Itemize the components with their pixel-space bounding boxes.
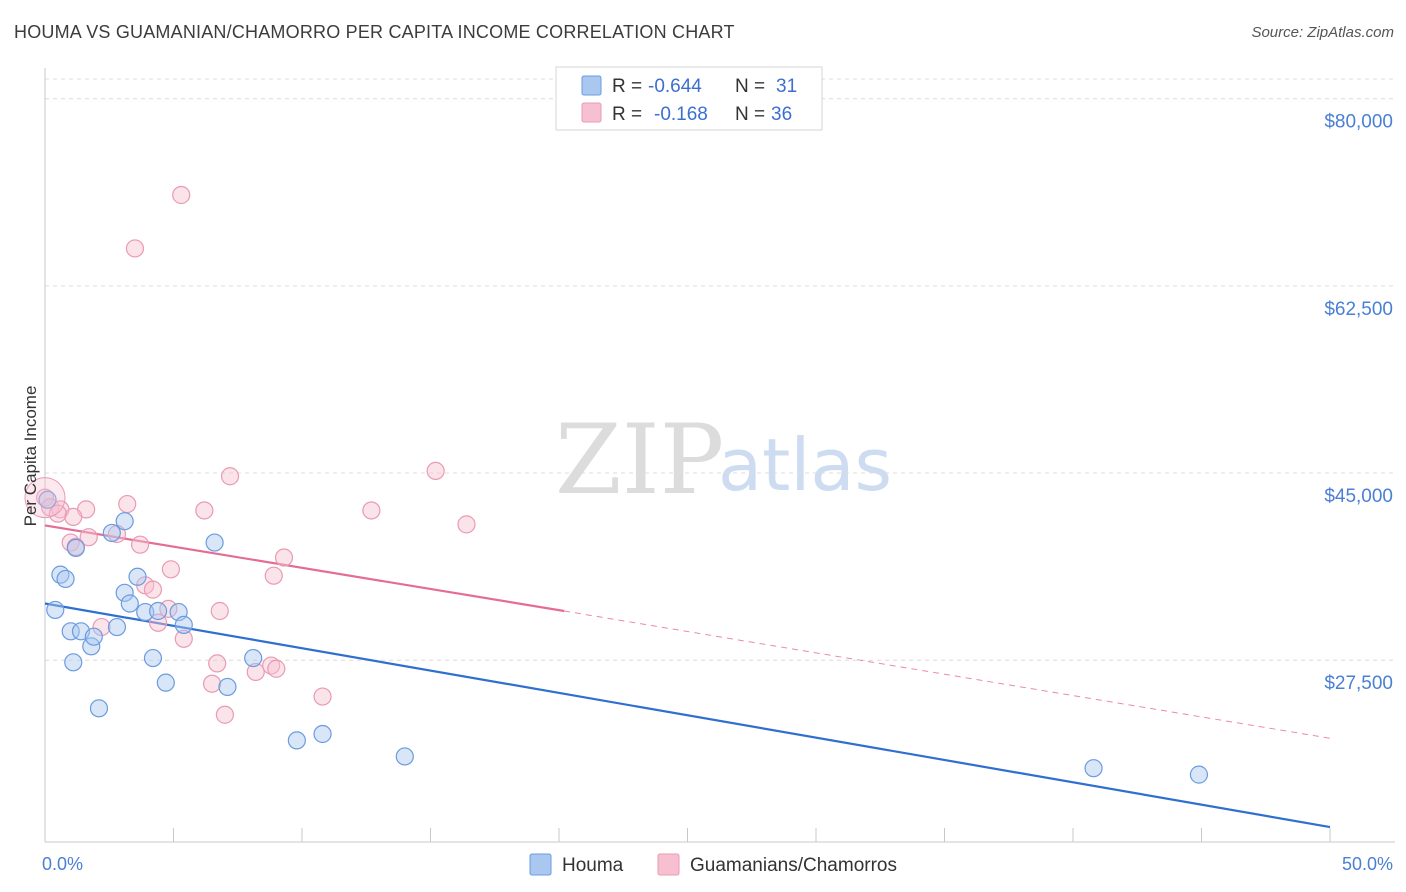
data-point-houma [1189,765,1209,784]
watermark-zip: ZIP [555,404,724,516]
data-point-guamanians [264,566,283,585]
series-legend-label-houma: Houma [562,855,624,876]
data-point-houma [205,533,224,552]
data-point-houma [395,747,414,766]
data-points [24,185,1209,784]
legend-n-value: 31 [776,76,797,97]
legend-swatch-guamanians [581,102,602,123]
data-point-houma [61,622,80,641]
x-tick-label: 50.0% [1342,854,1393,874]
stats-legend: R = -0.644 N = 31 R = -0.168 N = 36 [555,66,823,131]
series-legend: Houma Guamanians/Chamorros [529,853,897,876]
data-point-guamanians [143,580,163,599]
data-point-guamanians [79,528,98,547]
axes [44,68,1395,843]
data-point-guamanians [130,535,150,554]
data-point-guamanians [362,501,381,520]
data-point-guamanians [262,656,281,675]
legend-r-label: R = [612,76,642,97]
data-point-houma [128,567,147,586]
x-tick-labels: 0.0% 50.0% [42,854,1393,874]
x-tick-label: 0.0% [42,854,83,874]
data-point-guamanians [161,560,181,579]
data-point-houma [148,601,168,621]
legend-r-value: -0.168 [654,104,708,125]
trend-line-guamanians-extrapolated [564,610,1331,739]
data-point-houma [115,583,134,602]
watermark: ZIP atlas [555,404,892,516]
data-point-houma [287,731,306,750]
series-legend-swatch-houma [529,853,552,876]
y-tick-label: $80,000 [1324,112,1393,133]
data-point-houma [84,627,103,646]
data-point-houma [174,615,193,635]
trend-lines [44,524,1331,829]
data-point-guamanians [172,185,191,205]
chart-title: HOUMA VS GUAMANIAN/CHAMORRO PER CAPITA I… [14,22,735,42]
data-point-guamanians [174,629,193,648]
data-point-houma [38,490,57,509]
chart-source: Source: ZipAtlas.com [1251,24,1394,41]
data-point-guamanians [35,488,55,507]
y-axis-title: Per Capita Income [21,386,40,527]
data-point-guamanians [125,239,145,258]
data-point-guamanians [313,687,332,706]
data-point-houma [115,512,134,531]
data-point-guamanians [208,654,227,673]
data-point-guamanians [210,601,229,621]
data-point-houma [89,699,109,718]
data-point-guamanians [246,662,265,682]
trend-line-houma [44,602,1331,829]
legend-r-value: -0.644 [648,76,702,97]
data-point-guamanians [215,705,234,724]
data-point-guamanians [118,494,137,514]
y-tick-labels: $80,000 $62,500 $45,000 $27,500 [1324,112,1393,694]
data-point-guamanians [64,507,83,526]
gridlines [45,78,1395,661]
data-point-guamanians [202,674,222,693]
data-point-houma [156,673,175,692]
data-point-houma [218,677,237,697]
data-point-houma [313,724,332,744]
data-point-houma [136,602,155,622]
data-point-guamanians [274,548,294,567]
legend-r-label: R = [612,104,642,125]
data-point-houma [56,569,75,589]
data-point-guamanians [267,659,286,678]
legend-n-label: N = [735,104,765,125]
data-point-guamanians [195,501,214,520]
data-point-guamanians-cluster [24,477,66,519]
legend-n-label: N = [735,76,765,97]
data-point-guamanians [48,504,67,523]
series-legend-swatch-guamanians [657,853,680,876]
watermark-atlas: atlas [718,423,892,507]
data-point-houma [66,538,85,558]
data-point-guamanians [220,467,240,486]
data-point-guamanians [457,515,476,534]
trend-line-guamanians [44,524,565,613]
data-point-houma [102,523,121,543]
data-point-houma [46,600,65,620]
data-point-guamanians [426,461,445,481]
legend-n-value: 36 [771,104,792,125]
data-point-houma [143,648,163,668]
data-point-houma [1084,759,1103,778]
y-tick-label: $27,500 [1324,673,1393,694]
series-legend-label-guamanians: Guamanians/Chamorros [690,855,897,876]
data-point-houma [120,594,139,613]
data-point-houma [107,617,127,637]
data-point-guamanians [92,617,111,637]
data-point-houma [64,653,83,672]
data-point-houma [244,648,263,668]
y-tick-label: $62,500 [1324,299,1393,320]
legend-swatch-houma [581,75,602,96]
y-tick-label: $45,000 [1324,486,1393,507]
